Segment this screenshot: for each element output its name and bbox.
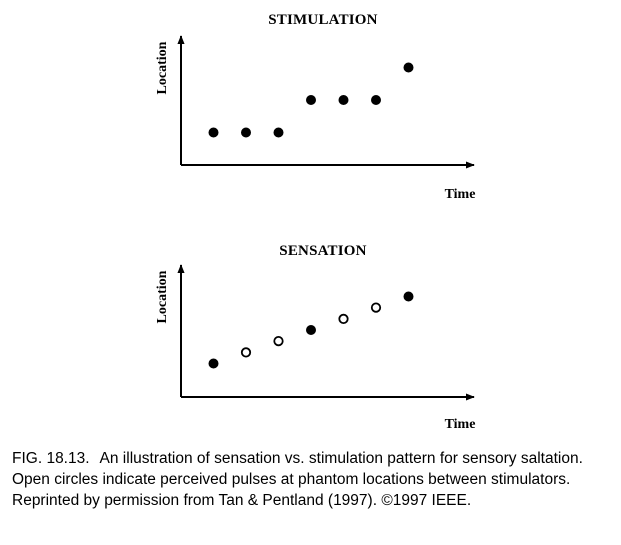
- sensation-open-point: [370, 302, 382, 313]
- caption-text: An illustration of sensation vs. stimula…: [12, 450, 583, 509]
- sensation-open-point: [240, 347, 252, 358]
- stimulation-filled-point: [403, 62, 414, 73]
- stimulation-filled-point: [306, 95, 316, 105]
- sensation-filled-point: [306, 325, 316, 335]
- sensation-open-point: [338, 313, 349, 324]
- stimulation-filled-point: [338, 95, 349, 105]
- sensation-title: SENSATION: [279, 243, 366, 259]
- stimulation-x-axis-label: Time: [445, 187, 476, 202]
- stimulation-points: [208, 62, 414, 138]
- figure-caption: FIG. 18.13. An illustration of sensation …: [12, 448, 612, 511]
- sensation-points: [208, 291, 414, 369]
- stimulation-chart: STIMULATION Location Time: [155, 12, 475, 202]
- figure: STIMULATION Location Time SENSATION Loca…: [155, 12, 475, 432]
- stimulation-filled-point: [371, 95, 381, 105]
- stimulation-filled-point: [208, 127, 219, 138]
- sensation-filled-point: [208, 358, 219, 369]
- sensation-y-axis-label: Location: [155, 270, 170, 323]
- sensation-filled-point: [403, 291, 414, 302]
- stimulation-y-axis-label: Location: [155, 41, 170, 94]
- sensation-chart: SENSATION Location Time: [155, 243, 475, 432]
- sensation-x-axis-label: Time: [445, 417, 476, 432]
- sensation-open-point: [273, 335, 284, 347]
- stimulation-filled-point: [241, 127, 251, 138]
- stimulation-title: STIMULATION: [268, 12, 377, 28]
- caption-number: FIG. 18.13.: [12, 450, 90, 467]
- stimulation-filled-point: [273, 127, 284, 138]
